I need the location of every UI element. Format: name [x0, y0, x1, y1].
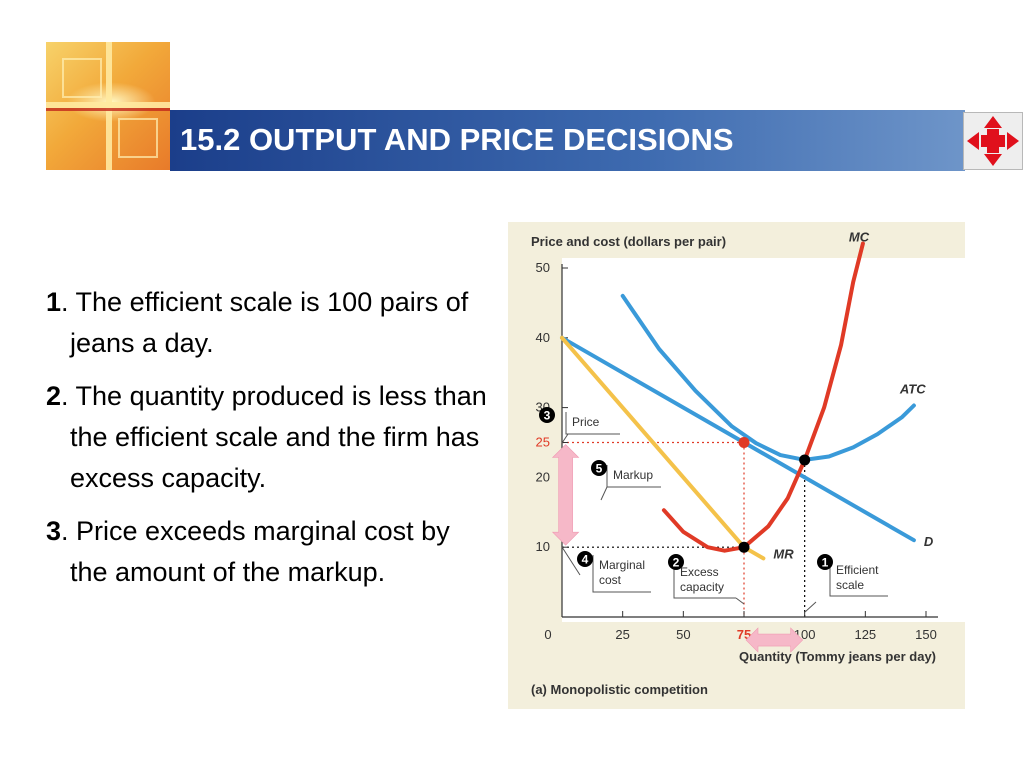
slide-logo: [46, 42, 170, 170]
data-point: [799, 454, 811, 466]
annotation-text: Price: [572, 415, 600, 429]
y-axis-label: Price and cost (dollars per pair): [531, 234, 726, 249]
data-point: [738, 437, 750, 448]
x-axis-label: Quantity (Tommy jeans per day): [739, 649, 936, 664]
annotation-leader: [600, 486, 608, 501]
annotation-bracket: [829, 560, 888, 597]
bullet-list: 1. The efficient scale is 100 pairs of j…: [46, 282, 491, 605]
curve-label-mc: MC: [849, 230, 870, 245]
annotation-number-badge: [539, 407, 555, 423]
annotation-number-badge: [817, 554, 833, 570]
annotation-5: 5 Markup: [591, 460, 661, 501]
bullet-item-3: 3. Price exceeds marginal cost by the am…: [46, 516, 450, 587]
annotation-3: 3 Price: [539, 407, 620, 444]
annotation-text: capacity: [680, 580, 724, 594]
bullet-item-2: 2. The quantity produced is less than th…: [46, 381, 487, 493]
annotation-leader: [561, 433, 569, 444]
annotation-text: Efficient: [836, 563, 879, 577]
curve-label-mr: MR: [773, 546, 794, 561]
annotation-number-badge: [591, 460, 607, 476]
x-tick-label: 0: [544, 627, 551, 642]
curve-mc: [661, 241, 865, 553]
x-tick-label: 25: [615, 627, 629, 642]
annotation-number: 3: [544, 409, 551, 423]
bullet-item-1: 1. The efficient scale is 100 pairs of j…: [46, 287, 469, 358]
data-point: [738, 541, 750, 553]
annotation-number: 1: [822, 556, 829, 570]
title-bar: 15.2 OUTPUT AND PRICE DECISIONS: [170, 110, 965, 171]
arrow-excess-capacity: [745, 627, 804, 653]
annotation-text: cost: [599, 573, 622, 587]
annotation-number: 4: [582, 553, 589, 567]
annotation-number: 5: [596, 462, 603, 476]
y-tick-label: 25: [536, 435, 550, 450]
annotation-text: Marginal: [599, 558, 645, 572]
four-arrows-icon: [967, 116, 1019, 166]
x-tick-label: 50: [676, 627, 690, 642]
annotation-bracket: [592, 555, 651, 593]
curve-label-d: D: [924, 534, 934, 549]
slide-title: 15.2 OUTPUT AND PRICE DECISIONS: [180, 122, 734, 157]
annotation-text: Excess: [680, 565, 719, 579]
annotation-number-badge: [577, 551, 593, 567]
y-tick-label: 50: [536, 260, 550, 275]
curve-label-atc: ATC: [899, 382, 926, 397]
y-tick-label: 10: [536, 539, 550, 554]
annotation-text: Markup: [613, 468, 653, 482]
x-tick-label: 125: [854, 627, 876, 642]
y-tick-label: 20: [536, 469, 550, 484]
arrow-markup: [551, 444, 580, 546]
annotation-number: 2: [673, 556, 680, 570]
chart-caption: (a) Monopolistic competition: [531, 682, 708, 697]
annotation-bracket: [565, 412, 620, 435]
annotation-number-badge: [668, 554, 684, 570]
curve-atc: [620, 293, 916, 462]
annotation-leader: [735, 597, 745, 605]
y-tick-label: 40: [536, 330, 550, 345]
navigation-button[interactable]: [963, 112, 1023, 170]
annotation-text: scale: [836, 578, 864, 592]
x-tick-label: 150: [915, 627, 937, 642]
annotation-leader: [804, 601, 817, 613]
annotation-leader: [561, 546, 581, 576]
annotation-bracket: [673, 562, 736, 599]
plot-area: [562, 258, 965, 622]
